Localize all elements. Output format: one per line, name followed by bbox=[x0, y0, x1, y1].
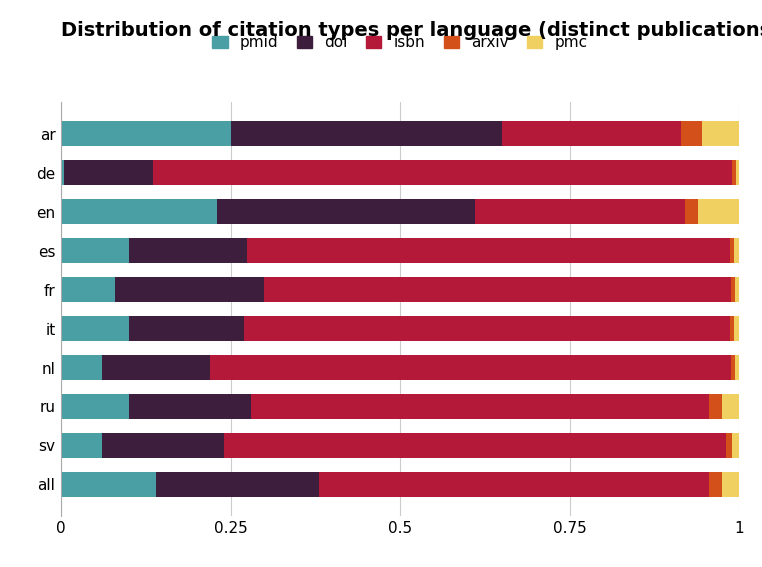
Bar bbox=[61, 472, 156, 497]
Bar bbox=[115, 277, 264, 302]
Bar bbox=[64, 160, 152, 185]
Bar bbox=[722, 394, 739, 419]
Bar bbox=[101, 433, 224, 458]
Bar bbox=[709, 472, 722, 497]
Bar bbox=[61, 160, 64, 185]
Legend: pmid, doi, isbn, arxiv, pmc: pmid, doi, isbn, arxiv, pmc bbox=[213, 35, 588, 50]
Bar bbox=[475, 199, 685, 224]
Bar bbox=[156, 472, 319, 497]
Text: Distribution of citation types per language (distinct publications): Distribution of citation types per langu… bbox=[61, 20, 762, 40]
Bar bbox=[210, 355, 731, 380]
Bar bbox=[702, 121, 739, 146]
Bar bbox=[217, 199, 475, 224]
Bar bbox=[501, 121, 681, 146]
Bar bbox=[244, 316, 730, 341]
Bar bbox=[61, 121, 230, 146]
Bar bbox=[251, 394, 709, 419]
Bar bbox=[730, 238, 734, 263]
Bar bbox=[61, 433, 101, 458]
Bar bbox=[731, 355, 735, 380]
Bar bbox=[735, 277, 739, 302]
Bar bbox=[709, 394, 722, 419]
Bar bbox=[736, 160, 739, 185]
Bar bbox=[61, 394, 129, 419]
Bar bbox=[730, 316, 735, 341]
Bar bbox=[735, 355, 739, 380]
Bar bbox=[685, 199, 699, 224]
Bar bbox=[681, 121, 702, 146]
Bar bbox=[152, 160, 732, 185]
Bar bbox=[61, 199, 217, 224]
Bar bbox=[230, 121, 501, 146]
Bar bbox=[725, 433, 732, 458]
Bar bbox=[61, 316, 129, 341]
Bar bbox=[224, 433, 725, 458]
Bar bbox=[732, 433, 739, 458]
Bar bbox=[735, 316, 739, 341]
Bar bbox=[734, 238, 739, 263]
Bar bbox=[101, 355, 210, 380]
Bar bbox=[129, 394, 251, 419]
Bar bbox=[732, 160, 736, 185]
Bar bbox=[699, 199, 739, 224]
Bar bbox=[61, 277, 115, 302]
Bar bbox=[61, 355, 101, 380]
Bar bbox=[722, 472, 739, 497]
Bar bbox=[731, 277, 735, 302]
Bar bbox=[264, 277, 731, 302]
Bar bbox=[319, 472, 709, 497]
Bar bbox=[61, 238, 129, 263]
Bar bbox=[248, 238, 730, 263]
Bar bbox=[129, 238, 248, 263]
Bar bbox=[129, 316, 244, 341]
